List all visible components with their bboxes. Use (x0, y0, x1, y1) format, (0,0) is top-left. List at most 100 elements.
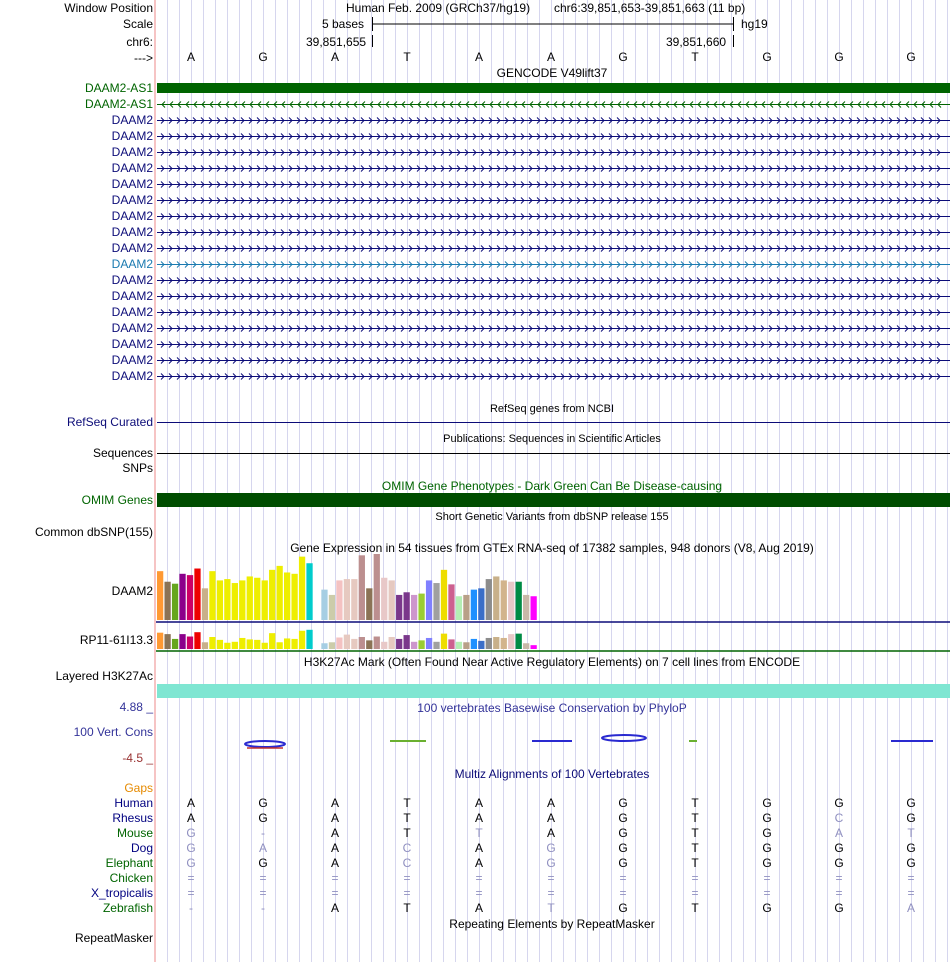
gencode-row-label[interactable]: DAAM2 (111, 257, 153, 271)
phylop-label[interactable]: 100 Vert. Cons (73, 725, 153, 739)
species-label[interactable]: Rhesus (112, 811, 153, 825)
gencode-row-label[interactable]: DAAM2 (111, 113, 153, 127)
snps-label[interactable]: SNPs (122, 461, 153, 475)
alignment-base: A (474, 811, 484, 825)
species-label[interactable]: X_tropicalis (90, 886, 153, 900)
scale-text: 5 bases (322, 17, 365, 31)
gtex-bar-DAAM2-4 (186, 575, 194, 620)
alignment-base: = (187, 871, 195, 885)
gaps-label[interactable]: Gaps (124, 781, 153, 795)
alignment-base: C (402, 856, 412, 870)
alignment-base: A (186, 796, 196, 810)
gencode-row-label[interactable]: DAAM2 (111, 305, 153, 319)
gtex-bar-RP11-61I13.3-20 (306, 629, 313, 649)
omim-label[interactable]: OMIM Genes (81, 493, 153, 507)
alignment-base: G (762, 901, 772, 915)
alignment-base: T (547, 901, 555, 915)
gtex-bar-DAAM2-50 (530, 596, 537, 620)
gencode-row-label[interactable]: DAAM2-AS1 (84, 97, 153, 111)
gtex-gene-label-1[interactable]: RP11-61I13.3 (79, 633, 153, 647)
gtex-bar-DAAM2-7 (209, 571, 216, 620)
gencode-strand-arrows (160, 181, 941, 188)
gencode-row-label[interactable]: DAAM2 (111, 337, 153, 351)
gtex-bar-DAAM2-35 (418, 593, 425, 620)
phylop-min: -4.5 _ (122, 751, 153, 765)
gtex-bar-DAAM2-15 (269, 569, 276, 620)
alignment-base: = (475, 871, 483, 885)
alignment-base: = (547, 871, 555, 885)
base-letter: T (403, 50, 411, 64)
gtex-bar-DAAM2-8 (216, 580, 224, 620)
gencode-row-label[interactable]: DAAM2 (111, 289, 153, 303)
species-label[interactable]: Zebrafish (102, 901, 153, 915)
gtex-bar-RP11-61I13.3-39 (448, 639, 455, 649)
alignment-base: = (763, 871, 771, 885)
gtex-bar-RP11-61I13.3-46 (500, 637, 507, 649)
alignment-base: T (403, 796, 411, 810)
gtex-bar-RP11-61I13.3-45 (493, 637, 500, 649)
alignment-base: G (618, 796, 628, 810)
gencode-row-label[interactable]: DAAM2 (111, 145, 153, 159)
alignment-base: G (618, 811, 628, 825)
gtex-bar-DAAM2-33 (403, 592, 410, 620)
gencode-row-label[interactable]: DAAM2 (111, 129, 153, 143)
gtex-bar-DAAM2-12 (246, 576, 253, 620)
alignment-base: A (546, 811, 556, 825)
species-label[interactable]: Mouse (116, 826, 153, 840)
h3k27ac-label[interactable]: Layered H3K27Ac (55, 669, 153, 683)
gencode-row-label[interactable]: DAAM2 (111, 273, 153, 287)
gencode-strand-arrows (160, 229, 941, 236)
gtex-bar-DAAM2-20 (306, 563, 313, 620)
alignment-base: G (762, 796, 772, 810)
species-label[interactable]: Chicken (109, 871, 153, 885)
gtex-bar-DAAM2-25 (343, 579, 351, 620)
gtex-bar-DAAM2-2 (171, 583, 179, 620)
alignment-base: A (330, 811, 340, 825)
alignment-base: = (835, 871, 843, 885)
gencode-row-label[interactable]: DAAM2-AS1 (84, 81, 153, 95)
gencode-row-label[interactable]: DAAM2 (111, 353, 153, 367)
gtex-bar-DAAM2-27 (358, 555, 365, 620)
gtex-gene-label-0[interactable]: DAAM2 (111, 584, 153, 598)
alignment-base: - (261, 826, 265, 840)
gencode-row-label[interactable]: DAAM2 (111, 177, 153, 191)
gencode-row-label[interactable]: DAAM2 (111, 369, 153, 383)
pubs-title: Publications: Sequences in Scientific Ar… (443, 433, 661, 445)
gtex-bar-DAAM2-26 (351, 579, 358, 620)
alignment-base: C (834, 811, 844, 825)
gtex-bar-RP11-61I13.3-8 (216, 639, 224, 649)
gencode-row-label[interactable]: DAAM2 (111, 241, 153, 255)
repeatmasker-label[interactable]: RepeatMasker (74, 931, 153, 945)
omim-bar[interactable] (157, 493, 950, 507)
gtex-bar-RP11-61I13.3-0 (157, 632, 164, 649)
gtex-bar-RP11-61I13.3-1 (164, 634, 171, 649)
gtex-bar-RP11-61I13.3-12 (246, 639, 253, 649)
gtex-bar-RP11-61I13.3-22 (321, 643, 328, 649)
gtex-bar-DAAM2-36 (425, 580, 433, 620)
species-label[interactable]: Dog (130, 841, 153, 855)
gencode-row-label[interactable]: DAAM2 (111, 321, 153, 335)
gencode-strand-arrows (160, 261, 941, 268)
gtex-bar-RP11-61I13.3-17 (283, 638, 291, 649)
gencode-strand-arrows (160, 197, 941, 204)
alignment-base: A (330, 841, 340, 855)
gtex-bar-RP11-61I13.3-38 (440, 633, 448, 649)
strand-label: ---> (134, 51, 153, 65)
alignment-base: = (187, 886, 195, 900)
gencode-row-label[interactable]: DAAM2 (111, 193, 153, 207)
gtex-bar-RP11-61I13.3-29 (373, 636, 380, 649)
gencode-row-label[interactable]: DAAM2 (111, 225, 153, 239)
refseq-label[interactable]: RefSeq Curated (66, 415, 153, 429)
h3k27ac-bar[interactable] (157, 684, 950, 698)
alignment-base: G (906, 796, 916, 810)
dbsnp-label[interactable]: Common dbSNP(155) (34, 525, 153, 539)
omim-title: OMIM Gene Phenotypes - Dark Green Can Be… (381, 479, 723, 493)
pubs-label[interactable]: Sequences (92, 446, 153, 460)
species-label[interactable]: Elephant (105, 856, 153, 870)
gtex-bar-RP11-61I13.3-11 (239, 637, 246, 649)
gencode-row-label[interactable]: DAAM2 (111, 209, 153, 223)
gencode-strand-arrows (160, 325, 941, 332)
gencode-row-label[interactable]: DAAM2 (111, 161, 153, 175)
species-label[interactable]: Human (114, 796, 153, 810)
